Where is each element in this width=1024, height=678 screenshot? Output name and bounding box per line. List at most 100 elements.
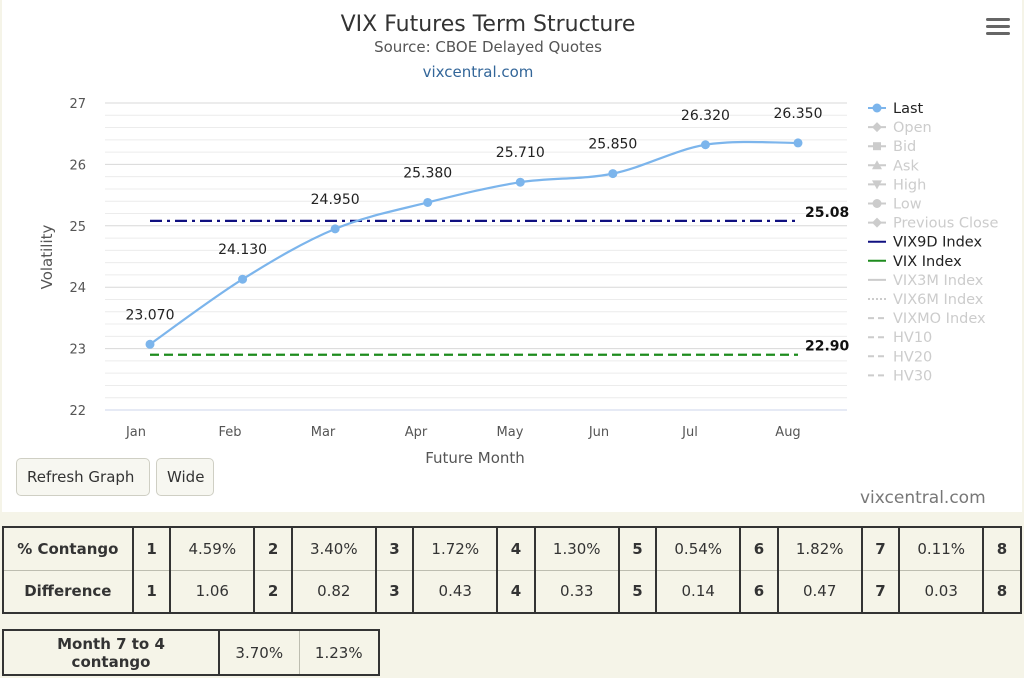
data-point (608, 169, 618, 179)
value-cell: 0.11% (898, 526, 984, 571)
reference-line-label: 22.90 (805, 339, 850, 355)
month-number-cell: 1 (131, 569, 172, 614)
chart-panel: VIX Futures Term Structure Source: CBOE D… (2, 0, 1022, 512)
legend-item-label[interactable]: Bid (893, 139, 916, 155)
chart-title: VIX Futures Term Structure (341, 12, 636, 37)
value-cell: 1.82% (777, 526, 863, 571)
x-tick-label: Mar (311, 425, 336, 440)
value-cell: 3.40% (291, 526, 377, 571)
refresh-graph-button[interactable]: Refresh Graph (16, 458, 150, 496)
legend-marker (872, 160, 882, 170)
legend-item-label[interactable]: HV30 (893, 368, 932, 384)
month-number-cell: 8 (982, 569, 1022, 614)
value-cell: 1.30% (534, 526, 620, 571)
month-contango-value: 3.70% (218, 629, 300, 676)
value-cell: 4.59% (169, 526, 255, 571)
legend-item-label[interactable]: High (893, 177, 926, 193)
legend-item-label[interactable]: VIX9D Index (893, 235, 982, 251)
month-number-cell: 8 (982, 526, 1022, 571)
x-tick-label: Apr (405, 425, 428, 440)
data-label: 23.070 (126, 307, 175, 323)
chart-subtitle: Source: CBOE Delayed Quotes (374, 38, 602, 56)
table-row: Month 7 to 4 contango 3.70% 1.23% (2, 629, 380, 676)
legend-marker (872, 199, 882, 208)
y-tick-label: 26 (69, 158, 86, 173)
data-label: 25.850 (588, 137, 637, 153)
month-number-cell: 6 (739, 569, 779, 614)
data-point (330, 224, 340, 234)
month-number-cell: 7 (860, 569, 901, 614)
data-label: 24.130 (218, 242, 267, 258)
x-tick-label: Feb (218, 425, 241, 440)
month-number-cell: 5 (617, 569, 658, 614)
month-number-cell: 4 (496, 526, 536, 571)
data-point (238, 274, 248, 284)
legend-item-label[interactable]: HV20 (893, 349, 932, 365)
data-label: 26.320 (681, 108, 730, 124)
legend-item-label[interactable]: Open (893, 120, 932, 136)
legend-marker (872, 122, 882, 133)
month-contango-value: 1.23% (298, 629, 380, 676)
legend-marker (872, 217, 882, 228)
month-number-cell: 7 (860, 526, 901, 571)
contango-table: % Contango 1 4.59% 2 3.40% 3 1.72% 4 1.30% 5 0.54%… (2, 526, 1022, 614)
credit-text: vixcentral.com (860, 488, 986, 508)
x-tick-label: Jan (125, 425, 146, 440)
legend-item-label[interactable]: Last (893, 101, 924, 117)
month-number-cell: 2 (253, 569, 293, 614)
y-tick-label: 25 (69, 220, 86, 235)
legend-item-label[interactable]: VIX6M Index (893, 292, 984, 308)
data-label: 24.950 (311, 192, 360, 208)
table-row: % Contango 1 4.59% 2 3.40% 3 1.72% 4 1.30% 5 0.54%… (2, 526, 1022, 571)
month-number-cell: 1 (131, 526, 172, 571)
x-tick-label: Jun (588, 425, 609, 440)
value-cell: 0.82 (291, 569, 377, 614)
legend-item-label[interactable]: VIX3M Index (893, 273, 984, 289)
reference-line-label: 25.08 (805, 205, 849, 221)
legend-item-label[interactable]: Ask (893, 158, 919, 174)
row-header: % Contango (2, 526, 134, 571)
legend-marker (872, 103, 882, 113)
legend-item-label[interactable]: VIXMO Index (893, 311, 986, 327)
data-point (145, 339, 155, 349)
legend-item-label[interactable]: HV10 (893, 330, 932, 346)
wide-button[interactable]: Wide (156, 458, 214, 496)
row-header: Difference (2, 569, 134, 614)
x-tick-label: Jul (681, 425, 698, 440)
month-contango-table: Month 7 to 4 contango 3.70% 1.23% (2, 629, 380, 676)
value-cell: 0.47 (777, 569, 863, 614)
x-tick-label: May (497, 425, 524, 440)
month-number-cell: 3 (374, 569, 415, 614)
y-tick-label: 27 (69, 97, 86, 112)
menu-icon[interactable] (986, 18, 1010, 40)
month-number-cell: 3 (374, 526, 415, 571)
value-cell: 1.06 (169, 569, 255, 614)
value-cell: 0.14 (655, 569, 741, 614)
data-label: 26.350 (774, 106, 823, 122)
table-row: Difference 1 1.06 2 0.82 3 0.43 4 0.33 5 0.14 6 0.47… (2, 569, 1022, 614)
y-axis-label: Volatility (38, 224, 56, 289)
y-tick-label: 22 (69, 404, 86, 419)
value-cell: 0.03 (898, 569, 984, 614)
data-point (423, 197, 433, 207)
value-cell: 1.72% (412, 526, 498, 571)
legend-marker (872, 180, 882, 190)
legend-marker (873, 142, 881, 151)
y-tick-label: 24 (69, 281, 86, 296)
month-number-cell: 2 (253, 526, 293, 571)
x-tick-label: Aug (775, 425, 800, 440)
data-point (793, 138, 803, 148)
data-point (515, 177, 525, 187)
value-cell: 0.43 (412, 569, 498, 614)
legend-item-label[interactable]: VIX Index (893, 254, 962, 270)
legend-item-label[interactable]: Previous Close (893, 216, 998, 232)
y-tick-label: 23 (69, 343, 86, 358)
data-point (700, 140, 710, 150)
month-contango-header: Month 7 to 4 contango (2, 629, 220, 676)
legend-item-label[interactable]: Low (893, 197, 922, 213)
month-number-cell: 6 (739, 526, 779, 571)
site-link[interactable]: vixcentral.com (423, 63, 534, 81)
data-label: 25.380 (403, 165, 452, 181)
value-cell: 0.54% (655, 526, 741, 571)
